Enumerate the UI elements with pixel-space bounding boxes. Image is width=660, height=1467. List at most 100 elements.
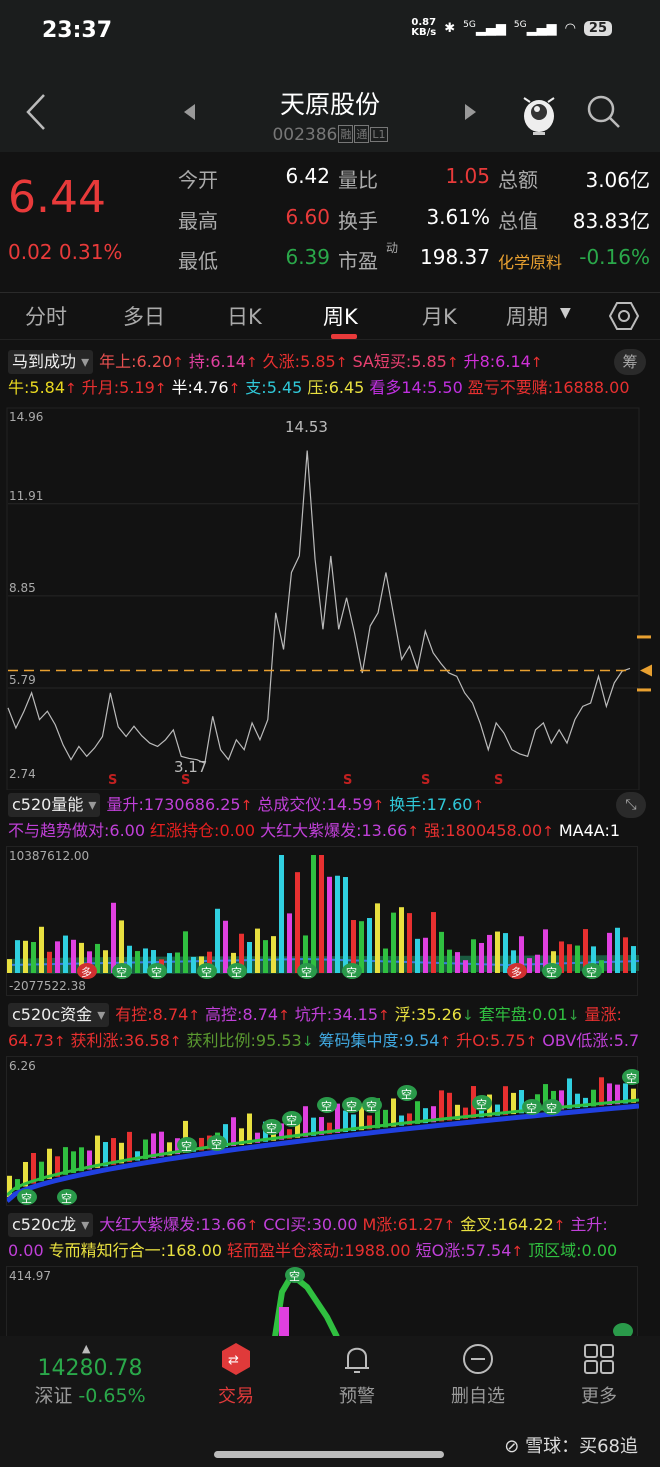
signal-bubble	[177, 1137, 197, 1153]
signal-bubble	[507, 963, 527, 979]
quote-value: 83.83亿	[572, 209, 650, 233]
fund-bar	[599, 1077, 604, 1106]
signal-bubble-label: 空	[289, 1269, 300, 1283]
next-stock-icon[interactable]	[464, 104, 476, 120]
expand-icon[interactable]: ⤡	[616, 792, 646, 818]
arrow-up-icon: ↑	[553, 1218, 566, 1234]
signal-bubble-label: 空	[321, 1099, 332, 1113]
signal-bubble	[207, 1135, 227, 1151]
period-tabs: 分时 多日 日K 周K 月K 周期 ▼	[0, 292, 660, 340]
fund-bar	[159, 1131, 164, 1157]
volume-bar	[103, 950, 108, 973]
signal-bubble	[342, 1097, 362, 1113]
expand-up-icon[interactable]: ▲	[82, 1342, 91, 1355]
signal-bubble	[57, 1189, 77, 1205]
volume-bar	[575, 945, 580, 973]
volume-panel[interactable]: 多 空 空 空 空 空 空 多 空 空 10387612.00 -2077522.38	[6, 846, 644, 996]
arrow-up-icon: ↑	[188, 1008, 201, 1024]
tab-1[interactable]: 多日	[123, 305, 165, 329]
quote-label-sup: 动	[386, 241, 399, 255]
fund-bar	[87, 1150, 92, 1170]
nav-remove-watchlist[interactable]: 删自选	[438, 1342, 518, 1408]
fund-bar	[95, 1135, 100, 1168]
back-icon[interactable]	[24, 92, 48, 132]
index-widget[interactable]: 14280.78 深证 -0.65%	[30, 1356, 150, 1408]
indicator-row: 64.73↑ 获利涨:36.58↑ 获利比例:95.53↓ 筹码集中度:9.54↑ 升O…	[8, 1029, 660, 1053]
chip-distribution-button[interactable]: 筹	[614, 349, 646, 375]
prev-stock-icon[interactable]	[184, 104, 196, 120]
fund-bar	[463, 1107, 468, 1119]
fund-bar	[391, 1098, 396, 1127]
nav-bell[interactable]: 预警	[317, 1342, 397, 1408]
chevron-down-icon[interactable]: ▼	[560, 305, 571, 321]
tab-5[interactable]: 周期	[506, 305, 548, 329]
volume-bar	[87, 951, 92, 973]
remove-watchlist-icon	[463, 1344, 493, 1374]
signal-bubble	[262, 1119, 282, 1135]
indicator-row: 马到成功 ▾ 年上:6.20↑ 持:6.14↑ 久涨:5.85↑ SA短买:5.85↑ 升…	[8, 350, 660, 374]
volume-bar	[151, 950, 156, 973]
indicator-item: 专而精知行合一:168.00	[48, 1241, 223, 1260]
volume-bar	[295, 872, 300, 973]
tab-2[interactable]: 日K	[227, 305, 262, 329]
quote-value: 3.06亿	[585, 168, 650, 192]
volume-bar	[263, 940, 268, 973]
indicator-item: 升8:6.14↑	[463, 352, 543, 371]
signal-bubble-label: 空	[151, 965, 162, 979]
fund-bar	[287, 1129, 292, 1139]
signal-bubble-label: 空	[301, 965, 312, 979]
arrow-up-icon: ↑	[172, 355, 184, 371]
volume-bar	[143, 948, 148, 973]
dragon-panel[interactable]: 空 414.97	[6, 1266, 638, 1339]
y-tick-label: 8.85	[9, 581, 36, 595]
search-icon[interactable]	[586, 94, 622, 130]
quote-label: 最低	[178, 249, 218, 273]
volume-bar	[255, 928, 260, 973]
volume-bar	[191, 956, 196, 973]
signal-bubble-label: 空	[526, 1101, 537, 1115]
volume-bar	[583, 929, 588, 973]
nav-trade[interactable]: ⇄ 交易	[196, 1342, 276, 1408]
indicator-selector[interactable]: c520c资金 ▾	[8, 1003, 110, 1027]
indicator-item: 顶区域:0.00	[528, 1241, 618, 1260]
volume-bar	[231, 952, 236, 973]
indicator-item: 高控:8.74↑	[205, 1005, 290, 1024]
tab-0[interactable]: 分时	[25, 305, 67, 329]
indicator-item: 量涨:	[584, 1005, 622, 1024]
quote-label: 总值	[498, 209, 538, 233]
signal-bubble	[522, 1099, 542, 1115]
indicator-item: 久涨:5.85↑	[262, 352, 348, 371]
mascot-icon[interactable]	[520, 92, 558, 136]
indicator-item: 升O:5.75↑	[456, 1031, 538, 1050]
volume-bar	[471, 939, 476, 973]
fund-bar	[31, 1152, 36, 1184]
fund-bar	[583, 1097, 588, 1108]
signal-bubble-label: 空	[586, 965, 597, 979]
arrow-up-icon: ↑	[542, 824, 554, 840]
arrow-up-icon: ↑	[511, 1244, 524, 1260]
indicator-selector[interactable]: 马到成功 ▾	[8, 350, 94, 374]
indicator-selector[interactable]: c520c龙 ▾	[8, 1213, 94, 1237]
nav-more-grid[interactable]: 更多	[559, 1342, 639, 1408]
indicator-item: 套牢盘:0.01↓	[478, 1005, 580, 1024]
volume-bar	[63, 935, 68, 973]
volume-bar	[511, 950, 516, 973]
volume-bar	[439, 931, 444, 973]
volume-bar	[431, 912, 436, 973]
indicator-selector[interactable]: c520量能 ▾	[8, 793, 101, 817]
fund-panel[interactable]: 空空空空空空空空空空空空空空 6.26	[5, 1056, 644, 1206]
fund-bar	[383, 1109, 388, 1128]
fund-bar	[439, 1090, 444, 1122]
indicator-item: 压:6.45	[307, 378, 365, 397]
settings-icon[interactable]	[609, 301, 639, 331]
price-chart[interactable]: 14.96 11.91 8.85 5.79 2.74 14.53 3.17 S S S S S	[0, 404, 660, 791]
tab-3[interactable]: 周K	[323, 305, 358, 329]
home-indicator[interactable]	[214, 1451, 444, 1458]
indicator-row: c520c资金 ▾ 有控:8.74↑ 高控:8.74↑ 坑升:34.15↑ 浮:35.2…	[8, 1003, 660, 1027]
signal-bubble	[397, 1085, 417, 1101]
fund-bar	[399, 1115, 404, 1126]
tab-4[interactable]: 月K	[422, 305, 457, 329]
signal-bubble-label: 空	[231, 965, 242, 979]
stock-code-text: 002386	[272, 125, 338, 145]
